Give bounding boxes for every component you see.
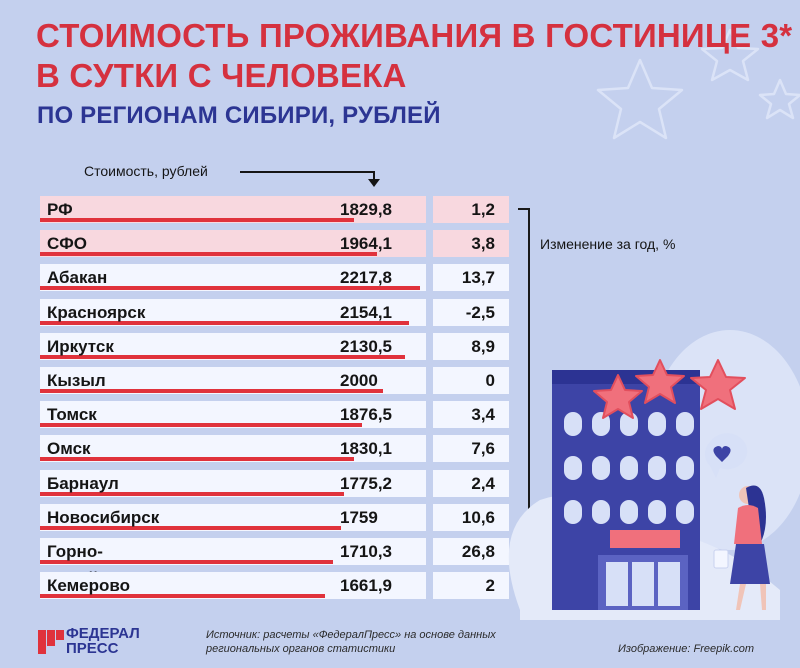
change-label: 8,9	[471, 337, 495, 356]
value-label: 1964,1	[340, 234, 392, 253]
row-name: Красноярск	[47, 303, 146, 322]
change-cell	[433, 538, 509, 565]
change-label: 13,7	[461, 268, 495, 287]
change-cell	[433, 470, 509, 497]
arrow-right-down-icon	[240, 171, 380, 187]
change-cell	[433, 504, 509, 531]
source-note: Источник: расчеты «ФедералПресс» на осно…	[206, 628, 526, 656]
bar	[40, 321, 409, 325]
change-label: 7,6	[471, 439, 495, 458]
bar	[40, 457, 354, 461]
chart-subtitle: ПО РЕГИОНАМ СИБИРИ, РУБЛЕЙ	[37, 102, 441, 129]
change-cell	[433, 572, 509, 599]
value-label: 2217,8	[340, 268, 392, 287]
value-label: 2000	[340, 371, 378, 390]
value-label: 2130,5	[340, 337, 392, 356]
footer-logo: ФЕДЕРАЛ ПРЕСС	[66, 626, 140, 656]
row-name: Томск	[47, 405, 97, 424]
change-label: 0	[485, 371, 495, 390]
bar	[40, 218, 354, 222]
title-line-1: СТОИМОСТЬ ПРОЖИВАНИЯ В ГОСТИНИЦЕ 3*	[36, 17, 793, 54]
change-label: 3,8	[471, 234, 495, 253]
background-stars-decoration	[596, 28, 800, 140]
change-label: -2,5	[465, 303, 495, 322]
value-label: 1661,9	[340, 576, 392, 595]
value-label: 1775,2	[340, 474, 392, 493]
hotel-building-with-stars-and-woman-icon	[508, 330, 800, 620]
value-column-label: Стоимость, рублей	[84, 163, 208, 179]
change-cell	[433, 299, 509, 326]
change-cell	[433, 435, 509, 462]
change-column-label: Изменение за год, %	[540, 236, 676, 252]
bar	[40, 286, 420, 290]
change-label: 2	[485, 576, 495, 595]
value-label: 2154,1	[340, 303, 392, 322]
bar	[40, 389, 383, 393]
bar	[40, 355, 405, 359]
change-cell	[433, 333, 509, 360]
change-cell	[433, 401, 509, 428]
row-name: Абакан	[47, 268, 108, 287]
bar	[40, 560, 333, 564]
image-credit: Изображение: Freepik.com	[618, 643, 755, 655]
change-label: 10,6	[461, 508, 495, 527]
value-label: 1759	[340, 508, 378, 527]
change-cell	[433, 264, 509, 291]
value-label: 1830,1	[340, 439, 392, 458]
row-name: РФ	[47, 200, 73, 219]
logo-line-2: ПРЕСС	[66, 640, 119, 657]
value-label: 1829,8	[340, 200, 392, 219]
change-label: 1,2	[471, 200, 495, 219]
bar	[40, 423, 362, 427]
federalpress-logo-icon	[38, 630, 64, 654]
value-label: 1710,3	[340, 542, 392, 561]
row-name: Кемерово	[47, 576, 131, 595]
row-name: Иркутск	[47, 337, 114, 356]
source-line-1: Источник: расчеты «ФедералПресс» на осно…	[206, 629, 496, 641]
value-label: 1876,5	[340, 405, 392, 424]
row-name: СФО	[47, 234, 88, 253]
row-name: Барнаул	[47, 474, 119, 493]
row-name: Кызыл	[47, 371, 106, 390]
chart-title: СТОИМОСТЬ ПРОЖИВАНИЯ В ГОСТИНИЦЕ 3* В СУ…	[36, 16, 792, 96]
bar	[40, 492, 344, 496]
logo-line-1: ФЕДЕРАЛ	[66, 625, 140, 642]
bar	[40, 252, 377, 256]
change-label: 26,8	[461, 542, 495, 561]
change-label: 3,4	[471, 405, 495, 424]
change-cell	[433, 367, 509, 394]
row-name: Омск	[47, 439, 91, 458]
change-cell	[433, 196, 509, 223]
bar	[40, 526, 341, 530]
title-line-2: В СУТКИ С ЧЕЛОВЕКА	[36, 57, 407, 94]
change-label: 2,4	[471, 474, 495, 493]
change-cell	[433, 230, 509, 257]
row-name: Новосибирск	[47, 508, 160, 527]
source-line-2: региональных органов статистики	[206, 643, 396, 655]
bar	[40, 594, 325, 598]
